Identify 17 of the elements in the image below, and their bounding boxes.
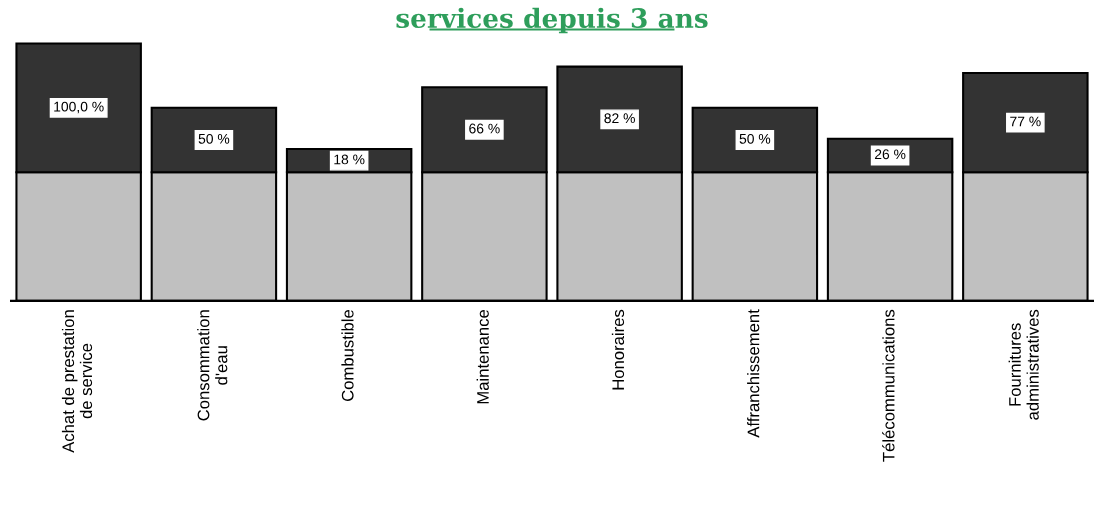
x-tick-label: Honoraires <box>611 309 625 390</box>
data-label: 50 % <box>739 133 771 144</box>
data-label: 82 % <box>604 113 635 124</box>
x-tick-label: Consommation d'eau <box>197 310 228 421</box>
data-label: 100,0 % <box>54 101 104 114</box>
data-label: 50 % <box>198 133 230 144</box>
chart-title: services depuis 3 ans <box>396 7 708 34</box>
data-label: 26 % <box>874 149 906 160</box>
data-label: 66 % <box>469 123 500 134</box>
x-tick-label: Affranchissement <box>747 309 760 438</box>
x-tick-label: Combustible <box>341 309 354 402</box>
x-tick-label: Fournitures administratives <box>1008 309 1039 420</box>
data-label: 77 % <box>1010 116 1041 127</box>
x-tick-label: Télécommunications <box>882 309 895 462</box>
data-label: 18 % <box>334 154 365 165</box>
x-tick-label: Maintenance <box>476 309 489 404</box>
x-tick-label: Achat de prestation de service <box>61 310 93 453</box>
